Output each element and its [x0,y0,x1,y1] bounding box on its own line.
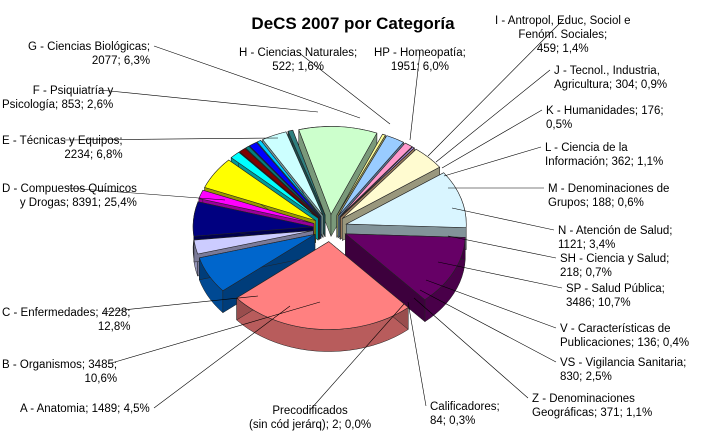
leader-line-9 [427,19,564,157]
slice-label-11: K - Humanidades; 176; 0,5% [546,105,664,131]
slice-label-13: M - Denominaciones de Grupos; 188; 0,6% [548,183,670,209]
slice-label-21: Precodificados (sin cód jerárq); 2; 0,0% [249,405,372,431]
slice-label-7: H - Ciencias Naturales; 522; 1,6% [239,47,358,73]
slice-label-8: HP - Homeopatía; 1951; 6,0% [374,47,466,73]
leader-line-1 [107,301,321,365]
slice-label-1: B - Organismos; 3485; 10,6% [2,359,118,385]
leader-line-14 [451,207,555,231]
slice-label-3: D - Compuestos Químicos y Drogas; 8391; … [2,183,137,209]
leader-line-17 [425,279,557,329]
slice-label-0: A - Anatomia; 1489; 4,5% [20,403,150,415]
leader-line-0 [153,305,291,409]
leader-line-19 [413,297,529,399]
leader-line-6 [153,45,361,119]
leader-line-7 [297,51,391,125]
leader-line-8 [409,51,421,141]
slice-label-18: VS - Vigilancia Sanitaria; 830; 2,5% [560,357,687,383]
slice-label-15: SH - Ciencia y Salud; 218; 0,7% [560,253,670,279]
slice-label-12: L - Ciencia de la Información; 362; 1,1% [545,142,664,168]
slice-label-9: I - Antropol, Educ, Sociol e Fenóm. Soci… [495,15,631,55]
chart-title: DeCS 2007 por Categoría [251,14,455,33]
leader-line-11 [441,109,543,169]
leader-line-10 [435,69,551,163]
slice-label-10: J - Tecnol., Industria, Agricultura; 304… [554,65,668,91]
slice-label-17: V - Características de Publicaciones; 13… [560,323,690,349]
slice-label-16: SP - Salud Pública; 3486; 10,7% [566,283,665,309]
leader-line-18 [419,289,557,363]
leader-line-5 [99,89,319,113]
slice-label-20: Calificadores; 84; 0,3% [430,401,500,427]
slice-label-19: Z - Denominaciones Geográficas; 371; 1,1… [532,393,653,419]
leader-line-16 [437,261,563,289]
leader-line-20 [407,301,427,407]
leader-line-4 [63,137,279,141]
leader-line-2 [103,295,259,313]
slice-label-5: F - Psiquiatría y Psicología; 853; 2,6% [2,85,114,111]
slice-label-2: C - Enfermedades; 4228; 12,8% [2,307,131,333]
slice-label-6: G - Ciencias Biológicas; 2077; 6,3% [28,41,151,67]
leader-line-15 [447,235,557,259]
pie-slice-3 [236,241,409,352]
slice-label-14: N - Atención de Salud; 1121; 3,4% [558,225,673,251]
leader-line-12 [443,146,542,177]
slice-label-4: E - Técnicas y Equipos; 2234; 6,8% [2,135,123,161]
leader-line-21 [309,303,405,411]
leader-line-3 [67,187,226,201]
